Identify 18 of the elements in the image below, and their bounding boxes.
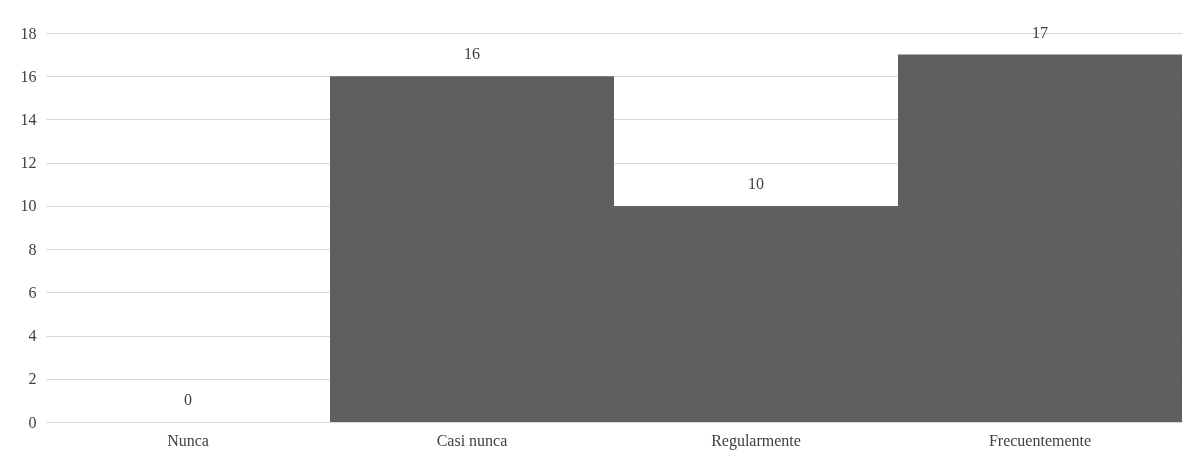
data-label: 0 [184,391,192,408]
data-label: 16 [464,45,480,63]
x-tick-label: Nunca [167,431,209,449]
y-tick-label: 8 [28,240,37,258]
x-tick-label: Frecuentemente [988,431,1092,449]
data-label: 10 [748,174,764,192]
y-tick-label: 0 [28,413,37,431]
y-tick-label: 14 [20,110,37,128]
y-tick-label: 2 [28,370,37,388]
y-tick-label: 16 [20,67,37,85]
x-tick-label: Casi nunca [436,431,508,449]
y-tick-label: 18 [20,24,37,42]
x-tick-label: Regularmente [711,431,801,450]
y-tick-label: 10 [20,197,37,215]
y-tick-label: 12 [20,154,37,172]
data-label: 17 [1032,23,1048,41]
y-tick-label: 4 [28,327,37,345]
y-tick-label: 6 [28,283,37,301]
